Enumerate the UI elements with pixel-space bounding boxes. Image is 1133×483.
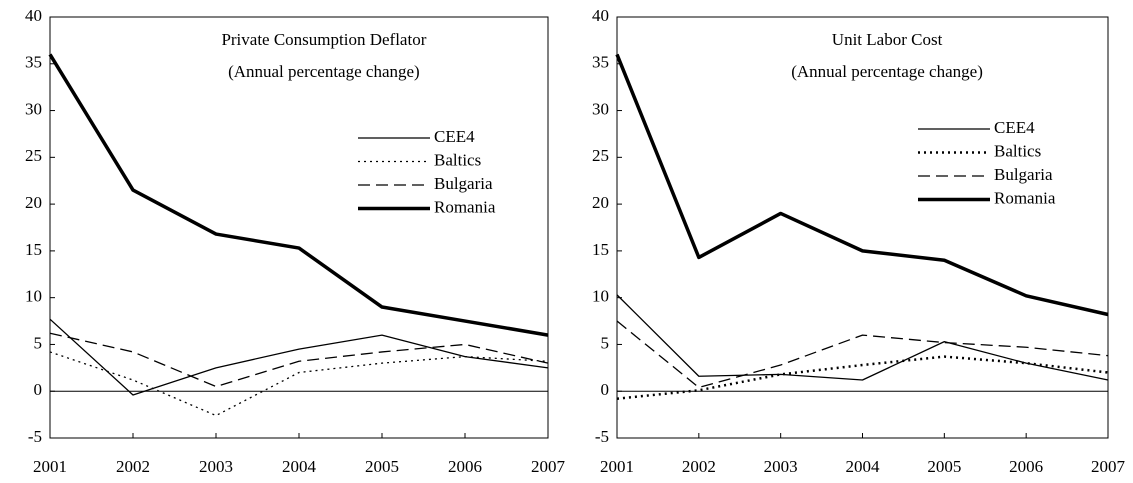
x-tick-label: 2002 xyxy=(682,457,716,476)
y-tick-label: 25 xyxy=(25,146,42,165)
y-tick-label: 30 xyxy=(592,99,609,118)
y-tick-label: -5 xyxy=(28,427,42,446)
y-tick-label: 40 xyxy=(25,6,42,25)
x-tick-label: 2006 xyxy=(1009,457,1043,476)
y-tick-label: 0 xyxy=(34,380,43,399)
chart-subtitle: (Annual percentage change) xyxy=(791,62,983,81)
chart-title: Private Consumption Deflator xyxy=(221,30,426,49)
series-line xyxy=(616,355,1109,400)
y-tick-label: -5 xyxy=(595,427,609,446)
x-tick-label: 2003 xyxy=(764,457,798,476)
y-tick-label: 25 xyxy=(592,146,609,165)
y-tick-label: 0 xyxy=(601,380,610,399)
chart-title: Unit Labor Cost xyxy=(832,30,943,49)
series-line xyxy=(615,53,1109,317)
legend-label: CEE4 xyxy=(994,118,1035,137)
y-tick-label: 5 xyxy=(601,333,610,352)
x-tick-label: 2007 xyxy=(531,457,566,476)
y-tick-label: 15 xyxy=(25,240,42,259)
legend-label: Bulgaria xyxy=(434,174,493,193)
y-tick-label: 10 xyxy=(25,287,42,306)
x-tick-label: 2007 xyxy=(1091,457,1126,476)
y-tick-label: 35 xyxy=(592,53,609,72)
x-tick-label: 2003 xyxy=(199,457,233,476)
x-tick-label: 2005 xyxy=(365,457,399,476)
y-tick-label: 10 xyxy=(592,287,609,306)
legend-label: Romania xyxy=(994,188,1056,207)
legend-label: Baltics xyxy=(994,141,1041,160)
y-tick-label: 15 xyxy=(592,240,609,259)
legend-label: Romania xyxy=(434,197,496,216)
series-line xyxy=(616,320,1109,389)
y-tick-label: 20 xyxy=(25,193,42,212)
series-line xyxy=(48,53,549,337)
x-tick-label: 2006 xyxy=(448,457,482,476)
x-tick-label: 2004 xyxy=(846,457,881,476)
y-tick-label: 30 xyxy=(25,99,42,118)
series-line xyxy=(616,294,1109,381)
y-tick-label: 40 xyxy=(592,6,609,25)
series-line xyxy=(49,332,549,388)
y-tick-label: 35 xyxy=(25,53,42,72)
series-line xyxy=(49,318,549,396)
chart-subtitle: (Annual percentage change) xyxy=(228,62,420,81)
x-tick-label: 2002 xyxy=(116,457,150,476)
legend-label: Baltics xyxy=(434,150,481,169)
x-tick-label: 2001 xyxy=(600,457,634,476)
series-line xyxy=(49,351,549,417)
legend-label: Bulgaria xyxy=(994,165,1053,184)
x-tick-label: 2001 xyxy=(33,457,67,476)
legend-label: CEE4 xyxy=(434,127,475,146)
x-tick-label: 2005 xyxy=(927,457,961,476)
y-tick-label: 5 xyxy=(34,333,43,352)
y-tick-label: 20 xyxy=(592,193,609,212)
x-tick-label: 2004 xyxy=(282,457,317,476)
